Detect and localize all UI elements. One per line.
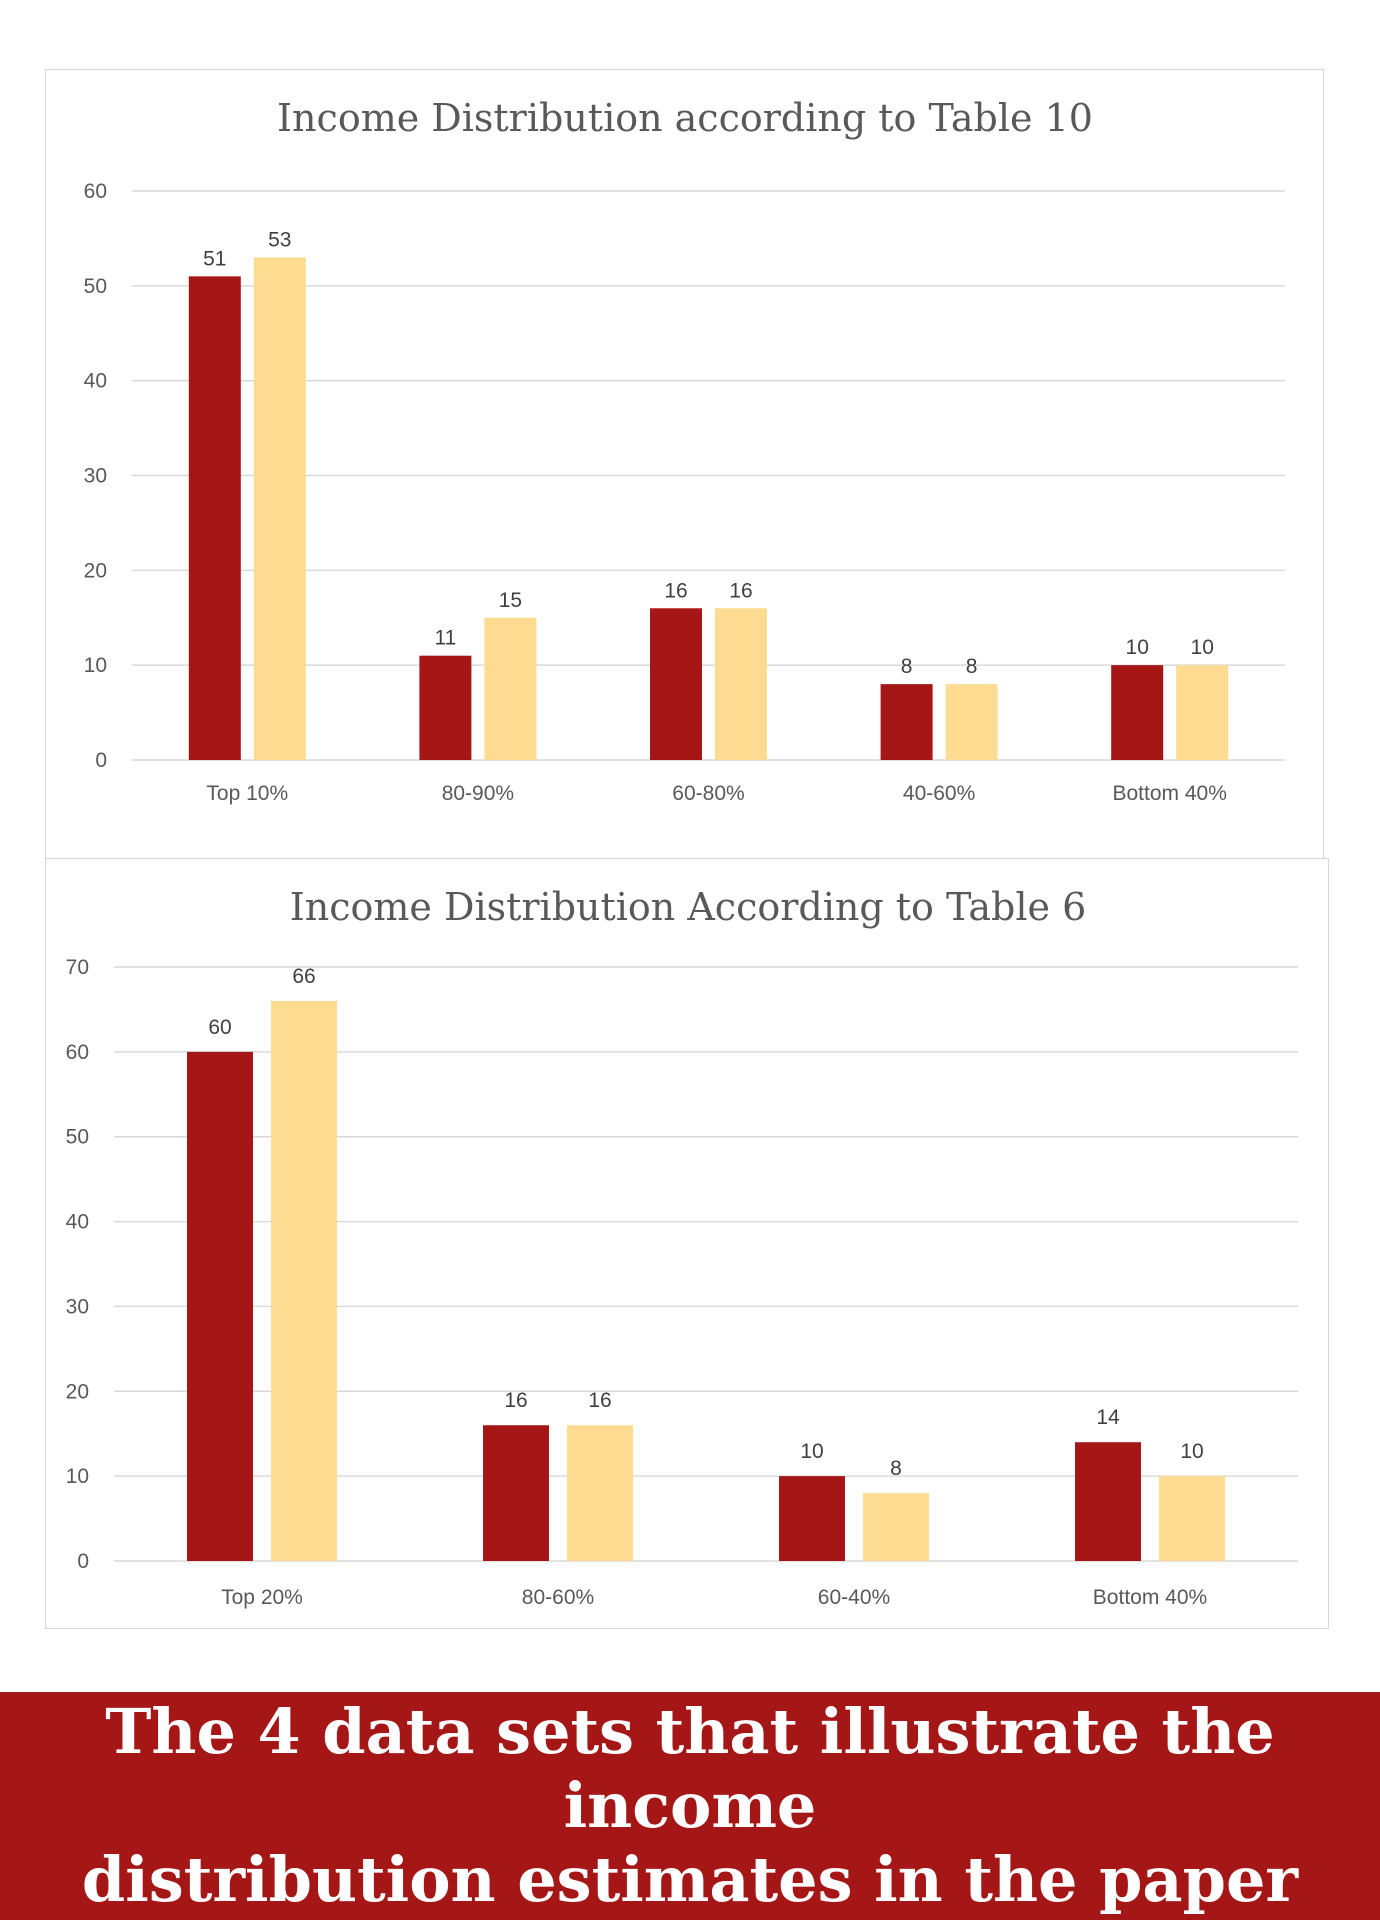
data-label: 10 [1126,636,1149,659]
caption-text: The 4 data sets that illustrate the inco… [60,1695,1320,1917]
chart-title: Income Distribution according to Table 1… [277,96,1093,140]
data-label: 16 [504,1389,527,1412]
y-tick-label: 30 [66,1295,89,1318]
data-label: 15 [499,589,522,612]
y-tick-label: 10 [66,1465,89,1488]
bar [419,655,472,760]
y-tick-label: 40 [66,1211,89,1234]
y-tick-label: 50 [84,275,107,298]
y-tick-label: 60 [84,180,107,203]
caption-line-1: The 4 data sets that illustrate the inco… [105,1695,1275,1842]
x-category-label: Bottom 40% [1093,1586,1207,1609]
data-label: 66 [292,965,315,988]
bar [1176,665,1229,760]
x-category-label: 60-80% [672,782,744,805]
y-tick-label: 0 [95,749,107,772]
bar [945,684,998,760]
y-tick-label: 10 [84,654,107,677]
x-category-label: Bottom 40% [1112,782,1226,805]
bar [567,1425,633,1561]
bar [188,276,241,760]
data-label: 8 [901,655,913,678]
bar [880,684,933,760]
bar-chart-table-10: Income Distribution according to Table 1… [84,96,1285,805]
data-label: 16 [664,579,687,602]
data-label: 16 [729,579,752,602]
bar [187,1051,253,1561]
bar [715,608,767,760]
data-label: 16 [588,1389,611,1412]
bar [863,1493,929,1561]
x-category-label: 40-60% [903,782,975,805]
y-tick-label: 60 [66,1041,89,1064]
bar [1159,1476,1225,1561]
x-category-label: 80-90% [442,782,514,805]
bar [650,608,702,760]
data-label: 60 [208,1016,231,1039]
x-category-label: 80-60% [522,1586,594,1609]
data-label: 10 [800,1440,823,1463]
chart-panel-table-6: Income Distribution According to Table 6… [45,858,1329,1629]
bar [1075,1442,1141,1561]
chart-panel-table-10: Income Distribution according to Table 1… [45,69,1324,859]
chart-title: Income Distribution According to Table 6 [290,885,1087,929]
data-label: 11 [434,627,456,650]
y-tick-label: 40 [84,370,107,393]
data-label: 8 [890,1457,902,1480]
bar-chart-table-6: Income Distribution According to Table 6… [66,885,1298,1609]
bar [484,617,537,760]
data-label: 53 [268,228,291,251]
y-tick-label: 70 [66,956,89,979]
bar [253,257,306,760]
x-category-label: Top 20% [221,1586,303,1609]
x-category-label: 60-40% [818,1586,890,1609]
caption-line-2: distribution estimates in the paper [81,1843,1299,1916]
caption-banner: The 4 data sets that illustrate the inco… [0,1692,1380,1920]
data-label: 14 [1096,1406,1120,1429]
data-label: 8 [966,655,978,678]
bar [1111,665,1164,760]
bar [779,1476,845,1561]
x-category-label: Top 10% [206,782,288,805]
y-tick-label: 20 [66,1380,89,1403]
data-label: 10 [1191,636,1214,659]
bar [483,1425,549,1561]
y-tick-label: 0 [77,1550,89,1573]
data-label: 51 [203,247,226,270]
y-tick-label: 30 [84,465,107,488]
y-tick-label: 20 [84,559,107,582]
y-tick-label: 50 [66,1126,89,1149]
bar [271,1000,337,1561]
data-label: 10 [1180,1440,1203,1463]
